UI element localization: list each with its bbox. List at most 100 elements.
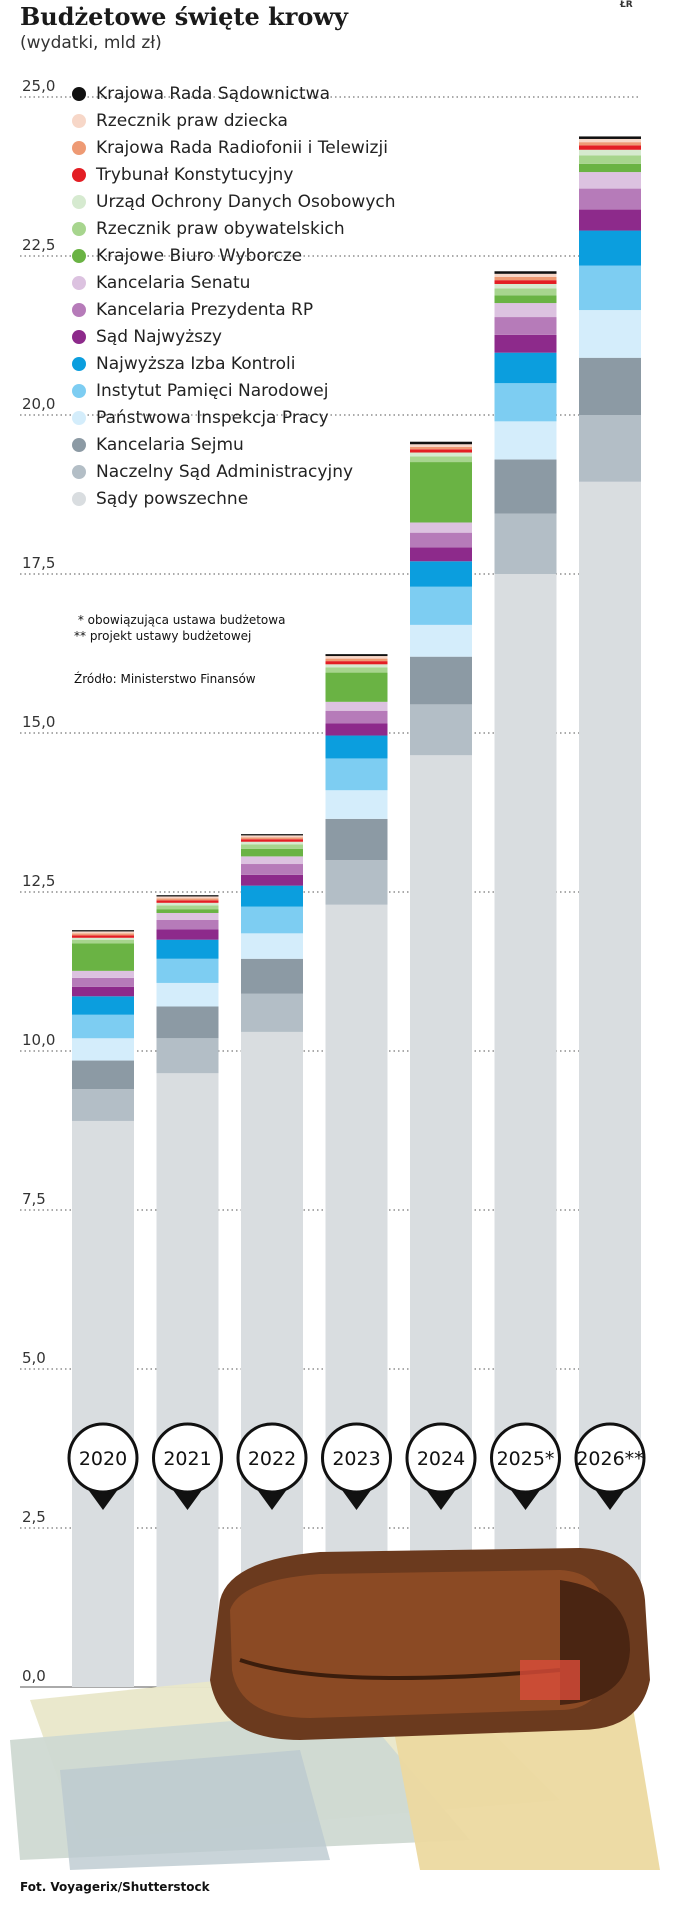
- bar-segment: [494, 295, 557, 304]
- bar-segment: [156, 895, 219, 897]
- year-pin-tip: [340, 1488, 373, 1510]
- legend-swatch: [72, 384, 86, 398]
- y-tick-label: 15,0: [22, 713, 55, 731]
- bar-segment: [579, 415, 641, 482]
- bar-segment: [579, 209, 641, 231]
- bar-segment: [494, 421, 557, 460]
- legend-label: Krajowa Rada Radiofonii i Telewizji: [96, 138, 388, 158]
- y-tick-label: 5,0: [22, 1349, 46, 1367]
- bar-segment: [241, 848, 303, 857]
- bar-segment: [410, 704, 472, 756]
- bar-segment: [494, 273, 557, 277]
- year-pin-tip: [594, 1488, 626, 1510]
- year-pin-tip: [87, 1488, 119, 1510]
- legend-label: Rzecznik praw obywatelskich: [96, 219, 345, 239]
- bar-segment: [156, 1073, 219, 1687]
- bar-segment: [241, 885, 303, 907]
- bar-segment: [325, 735, 388, 759]
- bar-segment: [325, 723, 388, 736]
- bar-segment: [241, 906, 303, 934]
- year-pin-circle: [574, 1422, 646, 1494]
- bar-segment: [494, 283, 557, 289]
- legend-swatch: [72, 222, 86, 236]
- year-pin-circle: [405, 1422, 477, 1494]
- bar-segment: [579, 163, 641, 173]
- bar-segment: [156, 905, 219, 910]
- legend-label: Krajowe Biuro Wyborcze: [96, 246, 303, 266]
- legend-swatch: [72, 357, 86, 371]
- legend-swatch: [72, 195, 86, 209]
- legend-swatch: [72, 303, 86, 317]
- bar-segment: [325, 672, 388, 702]
- year-pin-circle: [490, 1422, 561, 1494]
- bar-segment: [410, 452, 472, 457]
- bar-segment: [410, 547, 472, 562]
- bar-segment: [156, 909, 219, 913]
- footnote-budget-draft: ** projekt ustawy budżetowej: [74, 629, 252, 643]
- footnotes: * obowiązująca ustawa budżetowa ** proje…: [74, 612, 285, 644]
- bar-segment: [579, 155, 641, 164]
- year-pin: 2022: [236, 1422, 308, 1510]
- legend-item: Naczelny Sąd Administracyjny: [72, 460, 353, 484]
- bar-segment: [241, 874, 303, 886]
- year-pin-circle: [152, 1422, 223, 1494]
- legend-label: Urząd Ochrony Danych Osobowych: [96, 192, 396, 212]
- bar-segment: [241, 835, 303, 838]
- legend-item: Kancelaria Sejmu: [72, 433, 244, 457]
- bar-segment: [494, 288, 557, 296]
- bar-segment: [72, 1120, 134, 1687]
- bar-segment: [579, 172, 641, 189]
- bar-segment: [156, 919, 219, 930]
- bar-segment: [579, 136, 641, 139]
- bars: [72, 136, 641, 1687]
- bar-segment: [72, 1038, 134, 1061]
- bar-segment: [325, 710, 388, 724]
- bar-segment: [410, 532, 472, 548]
- year-pin: 2021: [152, 1422, 223, 1510]
- bar-segment: [72, 977, 134, 987]
- bar-segment: [241, 837, 303, 840]
- footnote-budget-act: * obowiązująca ustawa budżetowa: [74, 613, 286, 627]
- legend-swatch: [72, 492, 86, 506]
- y-tick-label: 7,5: [22, 1190, 46, 1208]
- bar-segment: [241, 839, 303, 842]
- bar-segment: [579, 145, 641, 150]
- bar-segment: [410, 441, 472, 445]
- y-tick-label: 22,5: [22, 236, 55, 254]
- y-tick-label: 20,0: [22, 395, 55, 413]
- bar-segment: [410, 446, 472, 450]
- bar-segment: [72, 970, 134, 978]
- year-pin-circle: [321, 1422, 392, 1494]
- bar-segment: [72, 1014, 134, 1039]
- year-pin-tip: [509, 1488, 542, 1510]
- bar-segment: [156, 958, 219, 983]
- year-pin: 2026**: [574, 1422, 646, 1510]
- year-pin-circle: [67, 1422, 139, 1494]
- chart-title: Budżetowe święte krowy: [20, 2, 348, 31]
- bar-segment: [156, 912, 219, 920]
- bar-segment: [410, 656, 472, 705]
- bar-segment: [579, 230, 641, 266]
- y-tick-label: 12,5: [22, 872, 55, 890]
- legend-label: Sąd Najwyższy: [96, 327, 222, 347]
- year-pins: 2020 2021 2022 2023 2024 2025* 2026**: [67, 1422, 646, 1510]
- legend-swatch: [72, 438, 86, 452]
- legend-item: Instytut Pamięci Narodowej: [72, 379, 328, 403]
- bar-segment: [410, 522, 472, 533]
- y-tick-label: 10,0: [22, 1031, 55, 1049]
- legend-label: Sądy powszechne: [96, 489, 249, 509]
- year-pin: 2025*: [490, 1422, 561, 1510]
- legend-swatch: [72, 141, 86, 155]
- bar-segment: [325, 654, 388, 657]
- bar-segment: [579, 265, 641, 311]
- bar-segment: [72, 943, 134, 971]
- year-pin: 2023: [321, 1422, 392, 1510]
- bar-segment: [494, 352, 557, 384]
- bar-segment: [241, 841, 303, 845]
- legend-swatch: [72, 330, 86, 344]
- legend-item: Kancelaria Senatu: [72, 271, 250, 295]
- legend-item: Krajowe Biuro Wyborcze: [72, 244, 302, 268]
- legend-label: Trybunał Konstytucyjny: [96, 165, 294, 185]
- chart-subtitle: (wydatki, mld zł): [20, 33, 162, 53]
- legend-swatch: [72, 411, 86, 425]
